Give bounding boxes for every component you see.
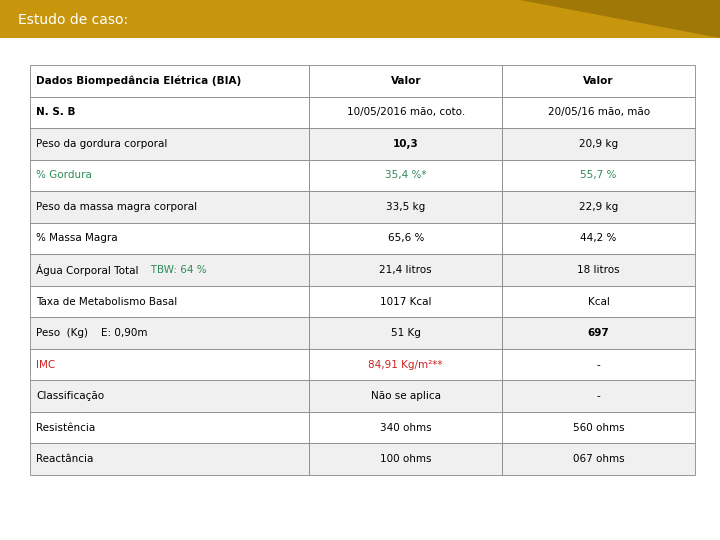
Text: -: - (597, 360, 600, 369)
Text: Valor: Valor (390, 76, 421, 86)
Bar (502, 286, 695, 318)
Bar (310, 222, 502, 254)
Text: Taxa de Metabolismo Basal: Taxa de Metabolismo Basal (36, 296, 177, 307)
Text: IMC: IMC (36, 360, 55, 369)
Bar (310, 97, 502, 128)
Bar (30, 65, 310, 97)
Bar (310, 349, 502, 380)
Text: 33,5 kg: 33,5 kg (386, 202, 426, 212)
Bar (502, 318, 695, 349)
Text: 697: 697 (588, 328, 609, 338)
Bar (310, 160, 502, 191)
Polygon shape (520, 0, 720, 38)
Bar (0, 0, 720, 38)
Bar (310, 318, 502, 349)
Text: Peso da gordura corporal: Peso da gordura corporal (36, 139, 167, 149)
Text: 22,9 kg: 22,9 kg (579, 202, 618, 212)
Bar (30, 222, 310, 254)
Text: 44,2 %: 44,2 % (580, 233, 617, 244)
Text: Dados Biompedância Elétrica (BIA): Dados Biompedância Elétrica (BIA) (36, 76, 241, 86)
Bar (310, 65, 502, 97)
Text: Resistência: Resistência (36, 423, 95, 433)
Text: Peso  (Kg)    E: 0,90m: Peso (Kg) E: 0,90m (36, 328, 148, 338)
Bar (30, 97, 310, 128)
Bar (30, 412, 310, 443)
Bar (310, 128, 502, 160)
Bar (502, 380, 695, 412)
Text: % Gordura: % Gordura (36, 171, 92, 180)
Text: 55,7 %: 55,7 % (580, 171, 617, 180)
Text: 18 litros: 18 litros (577, 265, 620, 275)
Bar (310, 286, 502, 318)
Text: 84,91 Kg/m²**: 84,91 Kg/m²** (369, 360, 443, 369)
Bar (30, 128, 310, 160)
Bar (30, 318, 310, 349)
Bar (310, 380, 502, 412)
Bar (502, 160, 695, 191)
Bar (310, 412, 502, 443)
Text: 340 ohms: 340 ohms (380, 423, 431, 433)
Text: Peso da massa magra corporal: Peso da massa magra corporal (36, 202, 197, 212)
Bar (30, 191, 310, 222)
Bar (502, 97, 695, 128)
Text: 560 ohms: 560 ohms (573, 423, 624, 433)
Bar (30, 380, 310, 412)
Bar (502, 222, 695, 254)
Bar (310, 254, 502, 286)
Bar (502, 349, 695, 380)
Text: Classificação: Classificação (36, 391, 104, 401)
Text: TBW: 64 %: TBW: 64 % (141, 265, 207, 275)
Bar (30, 254, 310, 286)
Text: 10/05/2016 mão, coto.: 10/05/2016 mão, coto. (346, 107, 465, 117)
Text: 21,4 litros: 21,4 litros (379, 265, 432, 275)
Text: 20,9 kg: 20,9 kg (579, 139, 618, 149)
Bar (310, 191, 502, 222)
Text: 51 Kg: 51 Kg (391, 328, 420, 338)
Text: Não se aplica: Não se aplica (371, 391, 441, 401)
Bar (502, 412, 695, 443)
Text: Reactância: Reactância (36, 454, 94, 464)
Bar (502, 128, 695, 160)
Text: 20/05/16 mão, mão: 20/05/16 mão, mão (547, 107, 649, 117)
Bar (502, 443, 695, 475)
Text: 65,6 %: 65,6 % (387, 233, 424, 244)
Text: Valor: Valor (583, 76, 614, 86)
Text: -: - (597, 391, 600, 401)
Text: 067 ohms: 067 ohms (573, 454, 624, 464)
Text: Estudo de caso:: Estudo de caso: (18, 13, 128, 27)
Bar (502, 191, 695, 222)
Text: Água Corporal Total: Água Corporal Total (36, 264, 138, 276)
Text: 35,4 %*: 35,4 %* (385, 171, 426, 180)
Bar (30, 160, 310, 191)
Bar (30, 443, 310, 475)
Bar (502, 65, 695, 97)
Bar (30, 286, 310, 318)
Text: Kcal: Kcal (588, 296, 610, 307)
Text: N. S. B: N. S. B (36, 107, 76, 117)
Text: 10,3: 10,3 (393, 139, 418, 149)
Text: 1017 Kcal: 1017 Kcal (380, 296, 431, 307)
Bar (310, 443, 502, 475)
Bar (30, 349, 310, 380)
Bar (502, 254, 695, 286)
Text: % Massa Magra: % Massa Magra (36, 233, 117, 244)
Text: 100 ohms: 100 ohms (380, 454, 431, 464)
